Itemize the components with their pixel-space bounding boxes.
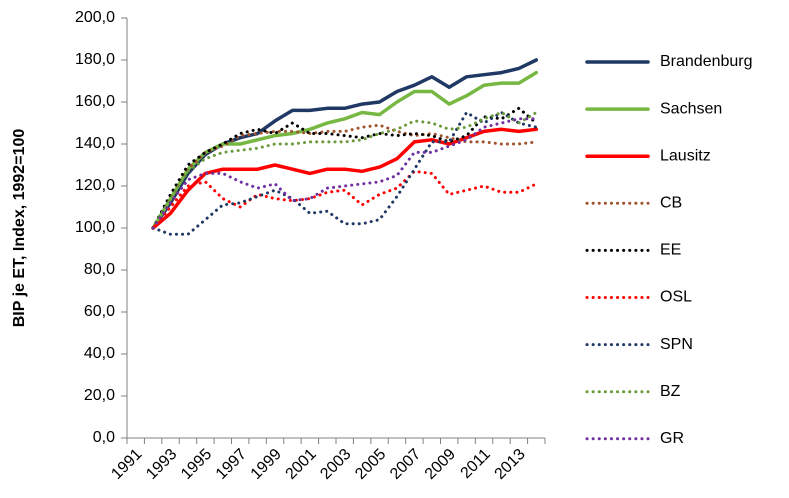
legend-label: Lausitz [660, 147, 711, 164]
y-tick-label: 60,0 [84, 303, 115, 320]
series-line [151, 58, 539, 230]
y-tick-label: 200,0 [75, 9, 115, 26]
legend-label: OSL [660, 289, 692, 306]
y-tick-label: 100,0 [75, 219, 115, 236]
series-line [151, 106, 538, 230]
series-line [151, 111, 538, 236]
series-line [151, 70, 539, 230]
legend-label: EE [660, 242, 681, 259]
y-tick-label: 40,0 [84, 345, 115, 362]
y-tick-label: 180,0 [75, 51, 115, 68]
y-axis-title: BIP je ET, Index, 1992=100 [11, 129, 28, 328]
legend-label: CB [660, 195, 682, 212]
x-tick-label: 1991 [108, 446, 145, 483]
series-line [151, 117, 538, 230]
x-tick-label: 2003 [317, 446, 354, 483]
legend-label: Brandenburg [660, 53, 753, 70]
y-tick-label: 20,0 [84, 387, 115, 404]
x-tick-label: 1999 [248, 446, 285, 483]
x-tick-label: 1997 [213, 446, 250, 483]
x-tick-label: 2005 [352, 446, 389, 483]
y-tick-label: 80,0 [84, 261, 115, 278]
x-tick-label: 1993 [143, 446, 180, 483]
y-tick-label: 120,0 [75, 177, 115, 194]
x-tick-label: 2011 [458, 446, 494, 482]
y-tick-label: 160,0 [75, 93, 115, 110]
x-tick-label: 2001 [282, 446, 319, 483]
y-tick-label: 0,0 [93, 429, 115, 446]
x-tick-label: 1995 [178, 446, 215, 483]
y-tick-label: 140,0 [75, 135, 115, 152]
series-line [151, 169, 538, 230]
series-line [151, 123, 538, 230]
legend-label: BZ [660, 383, 681, 400]
x-tick-label: 2013 [491, 446, 528, 483]
legend-label: GR [660, 430, 684, 447]
x-tick-label: 2009 [422, 446, 459, 483]
legend-label: SPN [660, 336, 693, 353]
legend-label: Sachsen [660, 100, 722, 117]
x-tick-label: 2007 [387, 446, 424, 483]
series-line [151, 127, 539, 230]
